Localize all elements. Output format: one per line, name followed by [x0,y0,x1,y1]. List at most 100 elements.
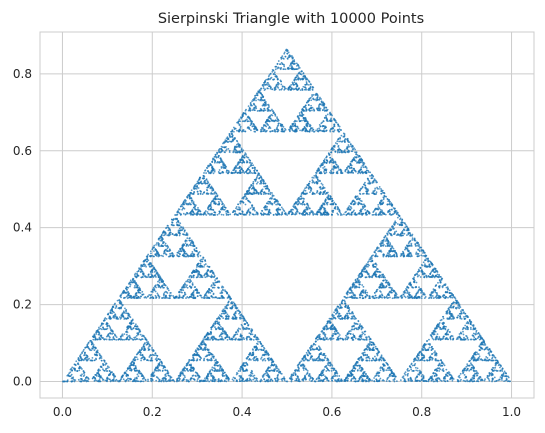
data-point [205,166,208,169]
data-point [293,81,296,84]
data-point [308,379,311,381]
data-point [307,206,310,209]
data-point [467,328,469,330]
data-point [337,332,340,335]
data-point [227,301,230,304]
data-point [491,379,494,382]
data-point [442,315,445,318]
data-point [374,375,376,378]
data-point [251,162,254,165]
data-point [395,380,398,383]
data-point [152,255,155,258]
data-point [285,87,287,90]
data-point [483,379,486,382]
data-point [206,211,209,213]
data-point [411,364,414,367]
data-point [375,249,378,251]
data-point [327,338,329,341]
data-point [151,347,153,349]
data-point [305,88,308,91]
data-point [360,166,363,169]
data-point [384,234,387,237]
data-point [472,377,474,380]
data-point [322,336,325,339]
data-point [277,378,280,381]
data-point [416,272,418,275]
data-point [309,85,312,88]
data-point [249,375,252,378]
data-point [220,145,223,148]
data-point [358,202,361,205]
data-point [310,99,313,102]
data-point [246,364,249,367]
data-point [385,295,388,297]
data-point [431,356,434,359]
data-point [252,378,255,381]
data-point [271,88,274,91]
data-point [69,368,72,371]
data-point [273,71,276,74]
data-point [501,379,503,381]
data-point [374,294,377,297]
data-point [347,330,350,333]
data-point [372,190,375,193]
data-point [178,295,181,298]
data-point [254,380,257,383]
data-point [195,188,198,190]
data-point [222,142,224,145]
data-point [418,369,421,372]
data-point [315,129,318,132]
data-point [255,182,258,185]
data-point [211,366,214,369]
data-point [258,89,261,91]
data-point [333,125,336,128]
data-point [135,334,138,337]
data-point [373,377,376,379]
data-point [333,330,336,333]
data-point [236,333,239,336]
data-point [80,375,83,377]
data-point [246,127,249,129]
data-point [215,337,217,340]
data-point [129,279,132,282]
data-point [251,333,254,336]
data-point [287,51,290,54]
data-point [318,349,321,351]
data-point [368,295,371,298]
data-point [286,57,289,60]
data-point [227,148,230,150]
data-point [155,376,158,378]
data-point [201,193,204,196]
data-point [462,333,465,336]
data-point [415,281,418,284]
data-point [161,284,164,287]
data-point [196,380,199,382]
data-point [204,377,206,380]
data-point [366,353,369,356]
data-point [376,267,379,270]
data-point [364,181,366,184]
data-point [454,297,457,300]
data-point [204,169,207,172]
data-point [197,255,200,258]
data-point [475,329,478,332]
data-point [234,377,236,380]
data-point [261,210,264,212]
data-point [262,87,265,90]
data-point [349,332,352,335]
data-point [252,180,255,183]
data-point [294,370,297,372]
data-point [239,333,242,336]
data-point [232,130,235,133]
data-point [488,379,491,382]
data-point [503,370,506,373]
data-point [414,366,417,369]
data-point [125,369,128,372]
data-point [298,361,301,364]
data-point [371,359,373,362]
data-point [378,188,380,190]
data-point [142,335,145,338]
data-point [275,367,277,370]
data-point [219,325,222,328]
data-point [343,213,345,216]
